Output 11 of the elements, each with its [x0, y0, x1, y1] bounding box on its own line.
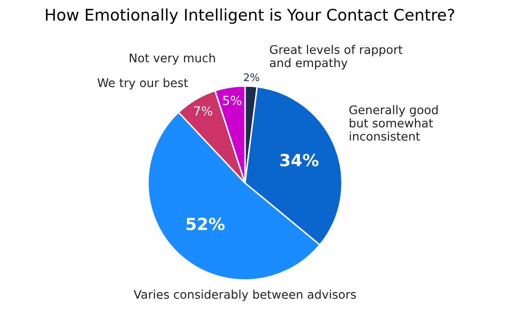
slice-label: We try our best: [98, 78, 188, 90]
data-label: 52%: [186, 218, 225, 230]
data-label: 7%: [194, 106, 212, 116]
chart-title: How Emotionally Intelligent is Your Contact Centre?: [46, 8, 454, 24]
data-label: 34%: [280, 154, 319, 166]
slice-label: Varies considerably between advisors: [134, 290, 356, 302]
slice-label: Great levels of rapport and empathy: [270, 44, 402, 70]
slice-label: Not very much: [130, 53, 215, 65]
slice-label: Generally good but somewhat inconsistent: [349, 105, 438, 141]
data-label: 5%: [223, 96, 242, 106]
data-label: 2%: [244, 73, 260, 82]
